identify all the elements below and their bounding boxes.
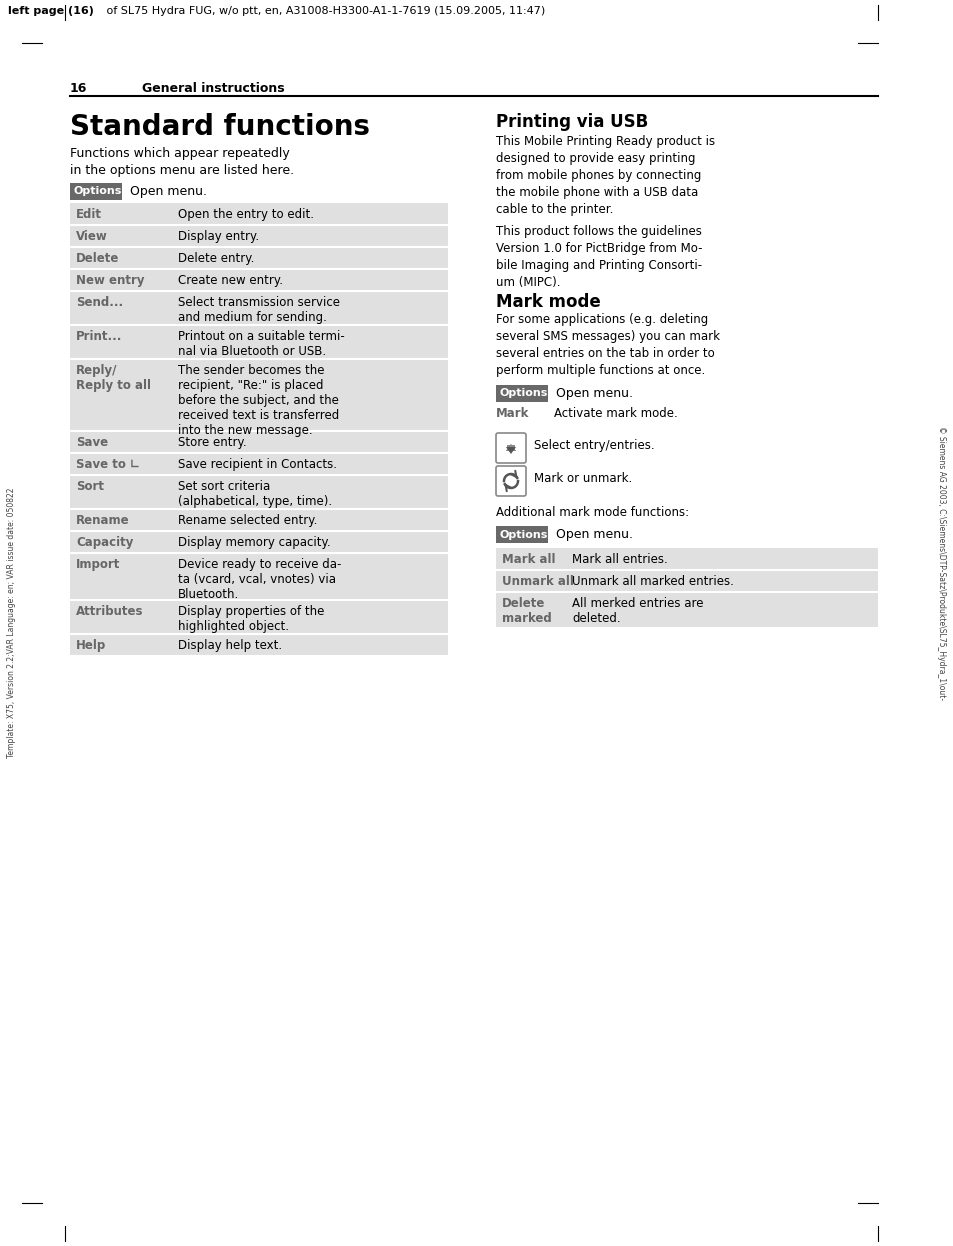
- Bar: [70, 226, 448, 247]
- Bar: [70, 454, 448, 475]
- Text: Create new entry.: Create new entry.: [178, 274, 283, 287]
- Text: Additional mark mode functions:: Additional mark mode functions:: [496, 506, 688, 520]
- Text: Mark mode: Mark mode: [496, 293, 600, 312]
- Text: View: View: [76, 231, 108, 243]
- Text: 16: 16: [70, 82, 88, 95]
- Text: New entry: New entry: [76, 274, 144, 287]
- Text: Mark all: Mark all: [501, 553, 555, 566]
- Text: Reply to all: Reply to all: [76, 379, 151, 392]
- Text: Mark: Mark: [496, 407, 529, 420]
- Text: ta (vcard, vcal, vnotes) via: ta (vcard, vcal, vnotes) via: [178, 573, 335, 586]
- Text: Help: Help: [76, 639, 106, 652]
- Polygon shape: [505, 444, 516, 451]
- Text: Printing via USB: Printing via USB: [496, 113, 648, 131]
- Bar: [506, 445, 515, 451]
- Bar: [70, 475, 448, 510]
- Text: Options: Options: [499, 530, 548, 540]
- Text: Bluetooth.: Bluetooth.: [178, 588, 239, 601]
- Text: Rename selected entry.: Rename selected entry.: [178, 515, 317, 527]
- Bar: [70, 292, 448, 325]
- Bar: [70, 269, 448, 292]
- Bar: [70, 325, 448, 359]
- Text: Print...: Print...: [76, 330, 122, 343]
- Bar: [496, 526, 547, 543]
- Text: Display entry.: Display entry.: [178, 231, 259, 243]
- Polygon shape: [505, 447, 516, 454]
- Text: Unmark all: Unmark all: [501, 574, 574, 588]
- Text: before the subject, and the: before the subject, and the: [178, 394, 338, 407]
- Bar: [496, 548, 877, 569]
- Text: Open menu.: Open menu.: [556, 528, 633, 541]
- Text: Save recipient in Contacts.: Save recipient in Contacts.: [178, 459, 336, 471]
- Text: into the new message.: into the new message.: [178, 424, 313, 437]
- Text: Functions which appear repeatedly
in the options menu are listed here.: Functions which appear repeatedly in the…: [70, 147, 294, 177]
- Text: of SL75 Hydra FUG, w/o ptt, en, A31008-H3300-A1-1-7619 (15.09.2005, 11:47): of SL75 Hydra FUG, w/o ptt, en, A31008-H…: [103, 6, 545, 16]
- Text: Attributes: Attributes: [76, 606, 143, 618]
- Text: Delete: Delete: [501, 597, 545, 611]
- Text: Sort: Sort: [76, 480, 104, 493]
- Text: All merked entries are: All merked entries are: [572, 597, 702, 611]
- Text: Open menu.: Open menu.: [130, 184, 207, 198]
- Text: The sender becomes the: The sender becomes the: [178, 364, 324, 378]
- Text: Unmark all marked entries.: Unmark all marked entries.: [572, 574, 733, 588]
- Text: Select transmission service: Select transmission service: [178, 297, 339, 309]
- Bar: [496, 385, 547, 402]
- Text: Mark all entries.: Mark all entries.: [572, 553, 667, 566]
- Text: Activate mark mode.: Activate mark mode.: [554, 407, 677, 420]
- Text: Options: Options: [74, 187, 122, 197]
- Bar: [70, 531, 448, 553]
- Text: received text is transferred: received text is transferred: [178, 409, 339, 422]
- Text: Capacity: Capacity: [76, 536, 133, 549]
- Text: For some applications (e.g. deleting
several SMS messages) you can mark
several : For some applications (e.g. deleting sev…: [496, 313, 720, 378]
- Text: Open the entry to edit.: Open the entry to edit.: [178, 208, 314, 221]
- Bar: [70, 553, 448, 601]
- Text: recipient, "Re:" is placed: recipient, "Re:" is placed: [178, 379, 323, 392]
- Text: Printout on a suitable termi-: Printout on a suitable termi-: [178, 330, 344, 343]
- Text: and medium for sending.: and medium for sending.: [178, 312, 327, 324]
- Bar: [70, 601, 448, 634]
- Text: marked: marked: [501, 612, 551, 625]
- Text: Display memory capacity.: Display memory capacity.: [178, 536, 331, 549]
- Text: This Mobile Printing Ready product is
designed to provide easy printing
from mob: This Mobile Printing Ready product is de…: [496, 135, 715, 216]
- Text: Display help text.: Display help text.: [178, 639, 282, 652]
- Text: Standard functions: Standard functions: [70, 113, 370, 141]
- Bar: [70, 183, 122, 201]
- Bar: [70, 359, 448, 431]
- Text: General instructions: General instructions: [142, 82, 284, 95]
- Text: nal via Bluetooth or USB.: nal via Bluetooth or USB.: [178, 345, 326, 358]
- Text: © Siemens AG 2003, C:\Siemens\DTP-Satz\Produkte\SL75_Hydra_1\out-: © Siemens AG 2003, C:\Siemens\DTP-Satz\P…: [937, 426, 945, 700]
- Text: highlighted object.: highlighted object.: [178, 621, 289, 633]
- Text: Delete: Delete: [76, 252, 119, 265]
- FancyBboxPatch shape: [496, 434, 525, 464]
- FancyBboxPatch shape: [496, 466, 525, 496]
- Text: Rename: Rename: [76, 515, 130, 527]
- Bar: [496, 592, 877, 628]
- Text: left page (16): left page (16): [8, 6, 93, 16]
- Text: Display properties of the: Display properties of the: [178, 606, 324, 618]
- Bar: [496, 569, 877, 592]
- Text: Delete entry.: Delete entry.: [178, 252, 254, 265]
- Text: Save: Save: [76, 436, 108, 449]
- Text: Mark or unmark.: Mark or unmark.: [534, 472, 632, 485]
- Bar: [70, 510, 448, 531]
- Text: Template: X75, Version 2.2;VAR Language: en; VAR issue date: 050822: Template: X75, Version 2.2;VAR Language:…: [8, 487, 16, 759]
- Text: deleted.: deleted.: [572, 612, 620, 625]
- Text: Import: Import: [76, 558, 120, 571]
- Text: Save to ∟: Save to ∟: [76, 459, 140, 471]
- Text: (alphabetical, type, time).: (alphabetical, type, time).: [178, 495, 332, 508]
- Text: This product follows the guidelines
Version 1.0 for PictBridge from Mo-
bile Ima: This product follows the guidelines Vers…: [496, 226, 701, 289]
- Text: Device ready to receive da-: Device ready to receive da-: [178, 558, 341, 571]
- Text: Edit: Edit: [76, 208, 102, 221]
- Text: Open menu.: Open menu.: [556, 388, 633, 400]
- Text: Options: Options: [499, 389, 548, 399]
- Text: Reply/: Reply/: [76, 364, 117, 378]
- Text: Store entry.: Store entry.: [178, 436, 247, 449]
- Bar: [70, 634, 448, 655]
- Text: Select entry/entries.: Select entry/entries.: [534, 439, 654, 452]
- Text: Send...: Send...: [76, 297, 123, 309]
- Bar: [70, 247, 448, 269]
- Text: Set sort criteria: Set sort criteria: [178, 480, 270, 493]
- Bar: [70, 203, 448, 226]
- Bar: [70, 431, 448, 454]
